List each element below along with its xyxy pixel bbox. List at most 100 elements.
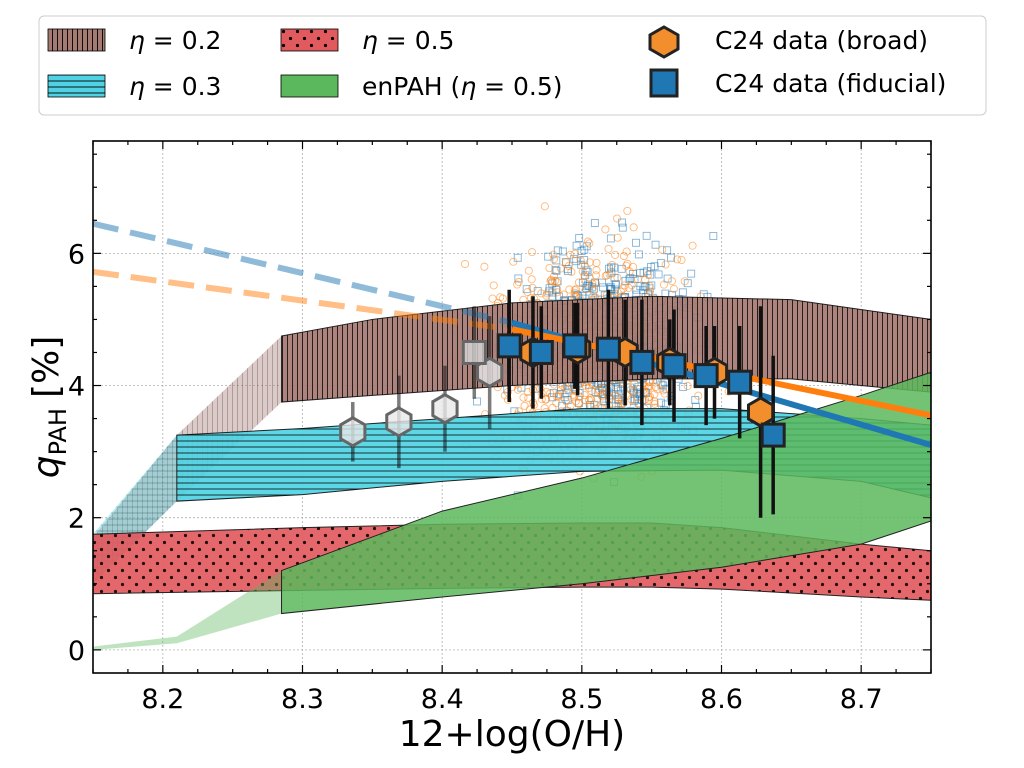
scatter-point — [576, 255, 585, 265]
scatter-point — [645, 284, 654, 293]
scatter-point — [519, 393, 528, 402]
legend-item-eta05: η = 0.5 — [280, 26, 455, 55]
square-marker — [727, 369, 753, 395]
scatter-point — [570, 286, 579, 295]
scatter-point — [570, 391, 579, 400]
scatter-point — [552, 398, 561, 408]
scatter-point — [639, 286, 648, 295]
scatter-point — [654, 270, 663, 279]
hexagon-marker — [746, 396, 775, 428]
scatter-point — [552, 266, 561, 275]
y-axis-label-unit: [%] — [26, 336, 67, 398]
scatter-point — [619, 284, 628, 293]
legend-label-eta02-symbol: η — [129, 26, 145, 55]
band-extension — [93, 570, 282, 650]
scatter-point — [610, 263, 619, 272]
scatter-point — [632, 238, 640, 247]
scatter-point — [585, 273, 594, 282]
scatter-point — [651, 240, 660, 249]
binned-markers — [339, 333, 786, 448]
scatter-point — [489, 281, 498, 290]
scatter-point — [613, 214, 622, 223]
hexagon-marker — [339, 416, 367, 448]
scatter-point — [570, 249, 579, 258]
scatter-point — [574, 278, 584, 287]
legend-label-enpah-pre: enPAH ( — [362, 72, 460, 101]
scatter-point — [661, 260, 670, 269]
legend-item-enpah: enPAH (η = 0.5) — [280, 72, 563, 101]
legend-marker-fiducial — [649, 68, 679, 98]
scatter-point — [553, 246, 562, 255]
legend-item-fiducial: C24 data (fiducial) — [649, 68, 946, 98]
axis-ticks — [92, 141, 932, 673]
scatter-point — [659, 280, 669, 289]
y-tick-label: 0 — [68, 636, 85, 667]
hexagon-marker — [385, 406, 413, 438]
scatter-point — [480, 262, 489, 271]
legend-label-eta05: = 0.5 — [378, 26, 455, 55]
x-tick-label: 8.3 — [281, 684, 324, 715]
scatter-point — [694, 391, 703, 400]
scatter-point — [523, 287, 532, 297]
scatter-point — [513, 385, 522, 394]
scatter-point — [549, 255, 558, 264]
scatter-point — [623, 206, 632, 215]
scatter-point — [605, 270, 614, 279]
legend-item-broad: C24 data (broad) — [648, 25, 928, 59]
scatter-point — [653, 385, 662, 394]
legend-label-broad: C24 data (broad) — [715, 26, 928, 55]
legend-item-eta03: η = 0.3 — [47, 72, 222, 101]
scatter-point — [650, 397, 659, 406]
scatter-point — [611, 381, 620, 390]
legend-label-enpah-post: = 0.5) — [476, 72, 562, 101]
y-tick-label: 2 — [68, 504, 85, 535]
scatter-point — [552, 284, 562, 293]
scatter-point — [572, 257, 581, 266]
scatter-point — [582, 285, 591, 294]
scatter-point — [641, 275, 650, 284]
y-tick-label: 6 — [68, 239, 85, 270]
scatter-point — [572, 241, 581, 250]
scatter-point — [709, 232, 718, 240]
scatter-point — [613, 233, 622, 242]
scatter-point — [547, 275, 556, 284]
legend-label-eta03: = 0.3 — [145, 72, 222, 101]
scatter-point — [639, 385, 648, 394]
scatter-point — [509, 257, 518, 266]
scatter-point — [645, 281, 654, 290]
scatter-point — [591, 279, 601, 288]
scatter-point — [556, 264, 565, 273]
scatter-point — [634, 250, 643, 259]
legend-marker-broad — [648, 25, 680, 59]
scatter-point — [598, 392, 607, 401]
scatter-point — [656, 398, 665, 407]
scatter-point — [642, 231, 651, 240]
scatter-point — [580, 256, 589, 265]
square-marker — [629, 349, 655, 375]
scatter-point — [597, 391, 606, 400]
scatter-point — [575, 234, 584, 242]
scatter-point — [566, 401, 575, 410]
scatter-point — [679, 382, 688, 391]
scatter-point — [691, 396, 700, 404]
scatter-point — [680, 277, 689, 286]
scatter-point — [554, 392, 563, 401]
scatter-point — [629, 223, 638, 232]
scatter-point — [558, 247, 567, 256]
scatter-point — [524, 266, 533, 275]
scatter-point — [566, 250, 575, 259]
scatter-point — [527, 275, 536, 284]
scatter-point — [688, 241, 697, 250]
x-axis-label: 12+log(O/H) — [399, 714, 625, 755]
scatter-point — [560, 393, 569, 402]
scatter-point — [513, 253, 522, 262]
scatter-point — [601, 225, 610, 234]
scatter-point — [541, 395, 550, 404]
y-axis-label-sub: PAH — [44, 408, 72, 455]
scatter-point — [667, 253, 676, 262]
scatter-point — [473, 397, 481, 406]
scatter-point — [552, 278, 562, 287]
x-tick-label: 8.6 — [700, 684, 743, 715]
x-tick-label: 8.4 — [421, 684, 464, 715]
